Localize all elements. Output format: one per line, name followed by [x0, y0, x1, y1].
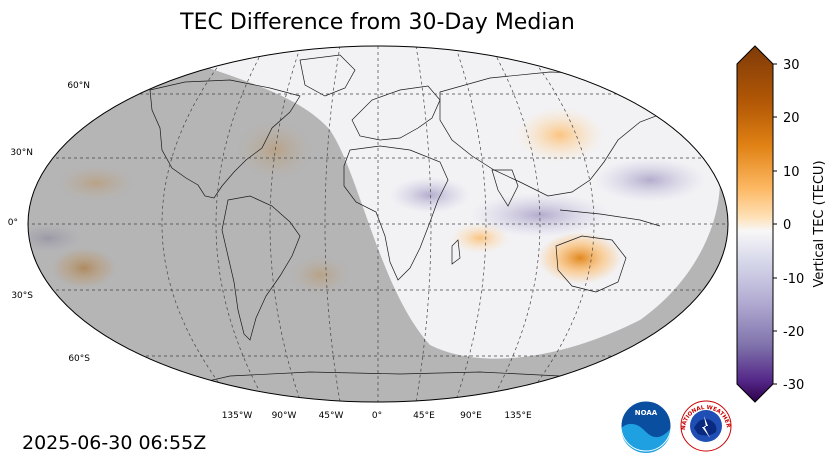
longitude-labels: 135°W 90°W 45°W 0° 45°E 90°E 135°E: [222, 411, 532, 421]
map-title: TEC Difference from 30-Day Median: [180, 10, 575, 35]
colorbar: 30 20 10 0 -10 -20 -30 Vertical TEC (TEC…: [736, 45, 827, 403]
anomaly-africa: [390, 177, 470, 213]
lat-label-30n: 30°N: [10, 148, 33, 158]
colorbar-bar: [736, 45, 774, 403]
colorbar-tick-0: 0: [783, 218, 791, 233]
colorbar-tick-30: 30: [783, 58, 800, 73]
logos: NOAA NATIONAL WEATHER SERVICE: [616, 394, 733, 458]
logos-svg: NOAA NATIONAL WEATHER SERVICE: [616, 394, 732, 453]
noaa-logo-text: NOAA: [635, 409, 658, 417]
lon-label-0: 0°: [372, 411, 382, 421]
colorbar-tick-10: 10: [783, 165, 800, 180]
colorbar-label: Vertical TEC (TECU): [812, 160, 827, 287]
lightning-bolt-icon: [702, 416, 710, 438]
colorbar-ticks: [773, 63, 777, 385]
lat-label-0: 0°: [8, 218, 18, 228]
colorbar-tick-20: 20: [783, 111, 800, 126]
globe: [28, 46, 728, 402]
lon-label-90w: 90°W: [272, 411, 297, 421]
night-shading: [28, 46, 728, 402]
lon-label-90e: 90°E: [460, 411, 482, 421]
graticule-meridians: [161, 46, 595, 402]
globe-outline: [27, 45, 729, 403]
colorbar-tick-neg20: -20: [783, 325, 804, 340]
latitude-labels: 60°N 30°N 0° 30°S 60°S: [8, 81, 91, 364]
noaa-logo: NOAA: [620, 400, 672, 453]
lon-label-135e: 135°E: [504, 411, 532, 421]
lon-label-135w: 135°W: [222, 411, 253, 421]
lon-label-45w: 45°W: [319, 411, 344, 421]
lat-label-60n: 60°N: [67, 81, 90, 91]
anomaly-west-pacific: [595, 158, 705, 202]
colorbar-tick-labels: 30 20 10 0 -10 -20 -30: [783, 58, 804, 393]
lon-label-45e: 45°E: [413, 411, 435, 421]
colorbar-tick-neg30: -30: [783, 378, 804, 393]
lat-label-30s: 30°S: [11, 291, 33, 301]
lat-label-60s: 60°S: [68, 354, 90, 364]
colorbar-tick-neg10: -10: [783, 272, 804, 287]
timestamp: 2025-06-30 06:55Z: [22, 432, 207, 454]
anomaly-east-asia: [515, 107, 605, 163]
